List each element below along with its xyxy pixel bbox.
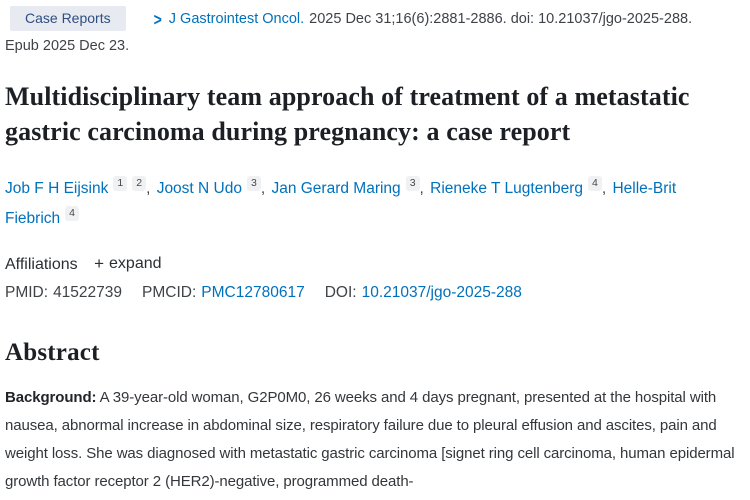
author-link[interactable]: Helle-Brit Fiebrich [5,180,677,227]
pmcid-group: PMCID: PMC12780617 [142,284,305,302]
citation-header: Case Reports > J Gastrointest Oncol. 202… [5,6,746,31]
author-item: Rieneke T Lugtenberg 4, [430,176,608,197]
author-separator: , [146,180,151,197]
author-affiliation-sup[interactable]: 3 [246,176,261,191]
author-item: Jan Gerard Maring 3, [271,176,425,197]
identifiers-row: PMID: 41522739 PMCID: PMC12780617 DOI: 10.2… [5,284,746,302]
journal-link[interactable]: J Gastrointest Oncol. [168,10,305,27]
author-affiliation-sup[interactable]: 4 [587,176,602,191]
author-item: Job F H Eijsink 1 2, [5,176,152,197]
author-item: Helle-Brit Fiebrich 4 [5,180,676,227]
affiliations-label: Affiliations [5,256,78,273]
pmid-group: PMID: 41522739 [5,284,122,302]
plus-icon: + [94,254,105,273]
abstract-background-paragraph: Background: A 39-year-old woman, G2P0M0,… [5,384,746,496]
author-link[interactable]: Jan Gerard Maring [271,180,401,197]
pmcid-link[interactable]: PMC12780617 [201,284,305,301]
doi-label: DOI: [324,284,357,301]
pmcid-label: PMCID: [142,284,197,301]
doi-link[interactable]: 10.21037/jgo-2025-288 [361,284,522,301]
author-separator: , [601,180,607,197]
epub-date: Epub 2025 Dec 23. [5,38,130,54]
abstract-background-label: Background: [5,389,97,406]
author-affiliation-sup[interactable]: 4 [65,206,79,221]
author-link[interactable]: Rieneke T Lugtenberg [430,180,583,197]
author-item: Joost N Udo 3, [156,176,267,197]
doi-group: DOI: 10.21037/jgo-2025-288 [325,284,522,302]
authors-list: Job F H Eijsink 1 2, Joost N Udo 3, Jan Ger… [5,174,685,234]
article-title: Multidisciplinary team approach of treat… [5,82,690,146]
abstract-heading: Abstract [5,339,100,366]
author-link[interactable]: Job F H Eijsink [5,180,109,197]
author-affiliation-sup[interactable]: 2 [132,176,147,191]
expand-label: expand [109,255,162,272]
chevron-right-icon: > [153,8,162,29]
author-separator: , [419,180,424,197]
author-affiliation-sup[interactable]: 3 [405,176,420,191]
abstract-background-text: A 39-year-old woman, G2P0M0, 26 weeks an… [5,389,735,490]
pmid-label: PMID: [5,284,49,301]
publication-type-badge: Case Reports [10,6,126,31]
pmid-value: 41522739 [53,284,123,301]
citation-details: 2025 Dec 31;16(6):2881-2886. doi: 10.210… [309,10,693,27]
author-affiliation-sup[interactable]: 1 [113,176,128,191]
affiliations-row: Affiliations + expand [5,254,746,274]
expand-affiliations-button[interactable]: + expand [94,254,161,274]
author-separator: , [260,180,266,197]
author-link[interactable]: Joost N Udo [156,180,242,197]
